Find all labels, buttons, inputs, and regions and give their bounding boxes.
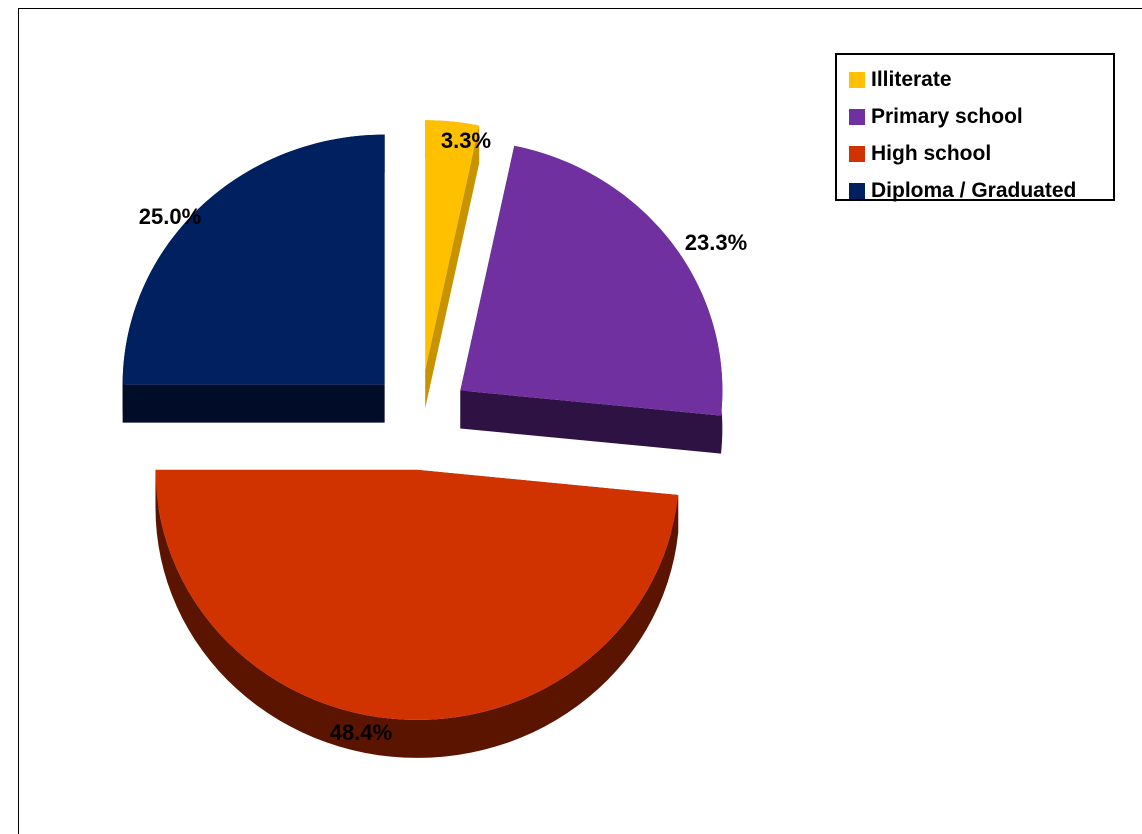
pie-slice-top-primary-school xyxy=(460,145,723,416)
legend-label: High school xyxy=(871,141,992,165)
legend-item-diploma-graduated: Diploma / Graduated xyxy=(849,172,1113,209)
pie-slices xyxy=(122,120,723,758)
legend-label: Illiterate xyxy=(871,67,952,91)
legend-item-illiterate: Illiterate xyxy=(849,61,1113,98)
legend-label: Diploma / Graduated xyxy=(871,178,1077,202)
pie-slice-illiterate xyxy=(425,120,480,409)
data-label-high-school: 48.4% xyxy=(330,720,392,745)
legend-swatch-high-school xyxy=(849,145,865,162)
chart-legend: Illiterate Primary school High school Di… xyxy=(835,53,1115,202)
pie-slice-cut-illiterate-1 xyxy=(425,125,480,409)
pie-slice-top-diploma-graduated xyxy=(122,134,385,385)
legend-swatch-diploma-graduated xyxy=(849,182,865,199)
legend-swatch-primary-school xyxy=(849,108,865,125)
pie-slice-cut-diploma-graduated-0 xyxy=(122,384,385,423)
legend-item-primary-school: Primary school xyxy=(849,98,1113,135)
pie-slice-primary-school xyxy=(460,145,723,454)
pie-slice-top-illiterate xyxy=(425,120,480,371)
pie-slice-high-school xyxy=(155,469,679,758)
data-label-illiterate: 3.3% xyxy=(441,128,491,153)
pie-slice-diploma-graduated xyxy=(122,134,385,423)
data-label-primary-school: 23.3% xyxy=(685,230,747,255)
data-label-diploma-graduated: 25.0% xyxy=(139,204,201,229)
pie-slice-cut-primary-school-1 xyxy=(460,390,722,454)
chart-frame xyxy=(18,8,1142,834)
pie-slice-top-high-school xyxy=(155,469,679,720)
legend-swatch-illiterate xyxy=(849,71,865,88)
legend-label: Primary school xyxy=(871,104,1023,128)
legend-item-high-school: High school xyxy=(849,135,1113,172)
